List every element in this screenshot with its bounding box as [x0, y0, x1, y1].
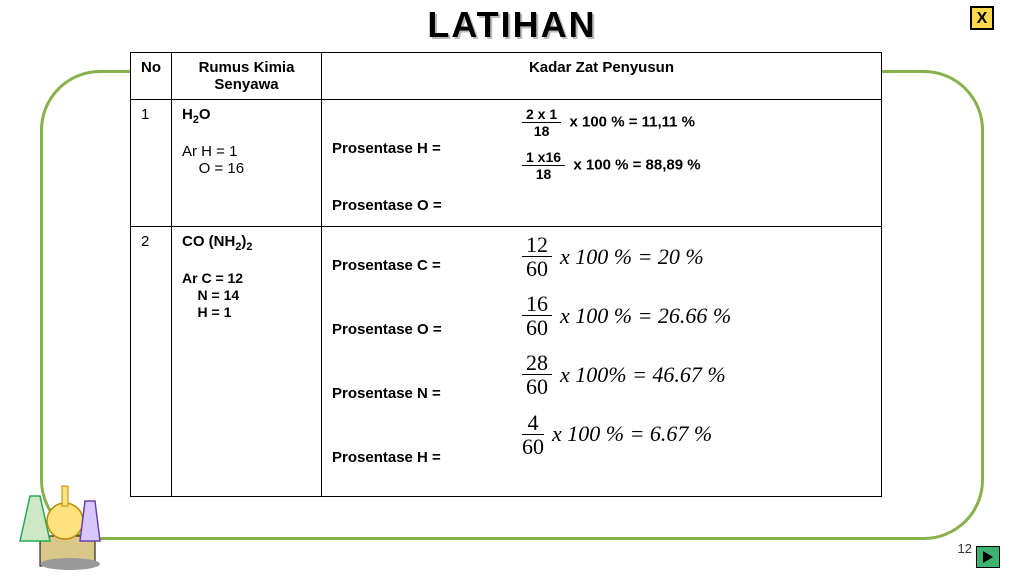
calc-rest: x 100% = 46.67 % — [560, 362, 726, 388]
fraction-den: 18 — [522, 123, 561, 139]
col-header-no: No — [131, 53, 172, 100]
percent-label: Prosentase O = — [332, 321, 492, 338]
ar-line: H = 1 — [182, 304, 231, 320]
fraction-num: 2 x 1 — [522, 106, 561, 123]
col-header-rumus: Rumus Kimia Senyawa — [172, 53, 322, 100]
ar-line: Ar C = 12 — [182, 270, 243, 286]
calc-rest: x 100 % = 88,89 % — [573, 156, 700, 173]
calc-rest: x 100 % = 11,11 % — [569, 113, 695, 130]
percent-label: Prosentase C = — [332, 257, 492, 274]
fraction-num: 1 x16 — [522, 149, 565, 166]
fraction-den: 60 — [522, 375, 552, 398]
page-number: 12 — [958, 541, 972, 556]
formula: CO (NH2)2 — [182, 233, 252, 250]
calc-rest: x 100 % = 26.66 % — [560, 303, 731, 329]
cell-no: 2 — [131, 227, 172, 497]
ar-line: N = 14 — [182, 287, 239, 303]
close-button[interactable]: X — [970, 6, 994, 30]
fraction-den: 18 — [522, 166, 565, 182]
col-header-kadar: Kadar Zat Penyusun — [322, 53, 882, 100]
ar-line: Ar H = 1 — [182, 143, 237, 160]
cell-no: 1 — [131, 100, 172, 227]
cell-rumus: H2O Ar H = 1 O = 16 — [172, 100, 322, 227]
percent-label: Prosentase H = — [332, 135, 492, 164]
cell-rumus: CO (NH2)2 Ar C = 12 N = 14 H = 1 — [172, 227, 322, 497]
calc-rest: x 100 % = 20 % — [560, 244, 704, 270]
percent-label: Prosentase O = — [332, 192, 492, 221]
fraction-den: 60 — [522, 257, 552, 280]
cell-kadar: Prosentase C = Prosentase O = Prosentase… — [322, 227, 882, 497]
table-row: 1 H2O Ar H = 1 O = 16 Prosentase H = Pro… — [131, 100, 882, 227]
fraction-num: 4 — [522, 411, 544, 435]
ar-line: O = 16 — [182, 160, 244, 177]
next-button[interactable] — [976, 546, 1000, 568]
fraction-den: 60 — [522, 435, 544, 458]
chemistry-flask-icon — [0, 446, 110, 576]
fraction-num: 16 — [522, 292, 552, 316]
exercise-table: No Rumus Kimia Senyawa Kadar Zat Penyusu… — [130, 52, 882, 497]
percent-label: Prosentase N = — [332, 385, 492, 402]
percent-label: Prosentase H = — [332, 449, 492, 466]
cell-kadar: Prosentase H = Prosentase O = 2 x 1 18 x… — [322, 100, 882, 227]
table-row: 2 CO (NH2)2 Ar C = 12 N = 14 H = 1 Prose… — [131, 227, 882, 497]
page-title: LATIHAN — [0, 4, 1024, 46]
fraction-num: 12 — [522, 233, 552, 257]
fraction-den: 60 — [522, 316, 552, 339]
calc-rest: x 100 % = 6.67 % — [552, 421, 712, 447]
fraction-num: 28 — [522, 351, 552, 375]
formula: H2O — [182, 106, 211, 123]
